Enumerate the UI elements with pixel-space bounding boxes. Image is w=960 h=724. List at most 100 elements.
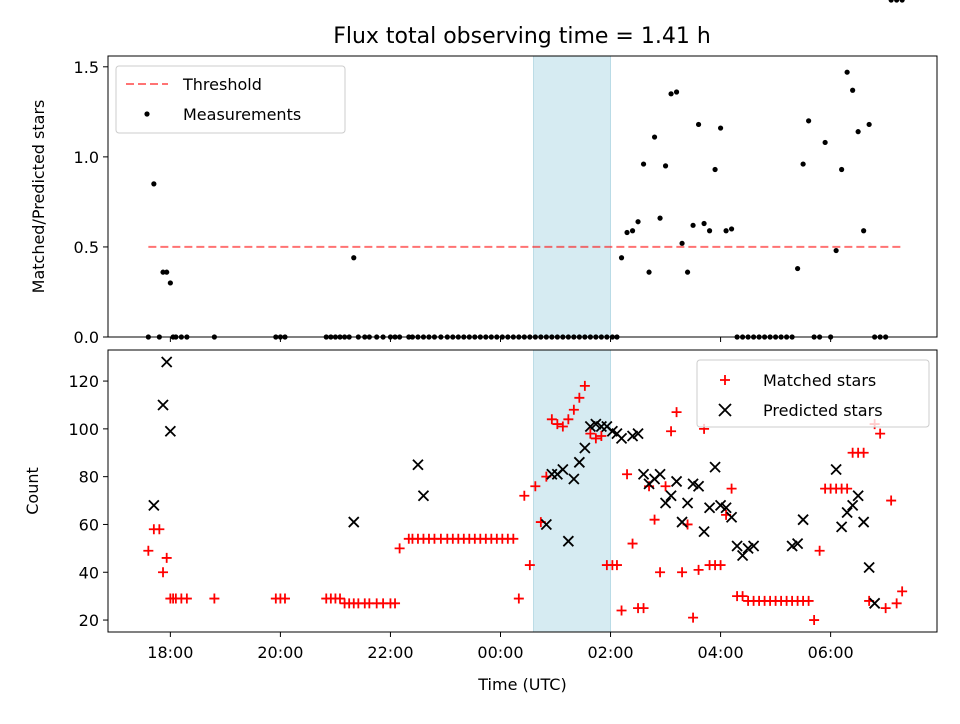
predicted-star-point [830,463,842,476]
predicted-star-point [725,511,738,523]
measurement-point [888,0,894,3]
x-tick-label: 00:00 [477,643,523,662]
legend-measurements-label: Measurements [183,105,301,124]
predicted-star-point [835,521,848,533]
matched-star-point [508,533,519,544]
matched-star-point [737,591,748,602]
matched-star-point [161,552,172,563]
y-tick-label: 80 [79,468,99,487]
measurement-point [160,269,166,275]
predicted-star-point [659,497,672,509]
matched-star-point [897,586,908,597]
matched-star-point [886,495,897,506]
legend-measurements-swatch [144,111,150,117]
matched-star-point [803,595,814,606]
predicted-star-point [148,499,160,511]
matched-star-point [513,593,524,604]
matched-star-point [279,593,290,604]
y-tick-label: 40 [79,563,99,582]
observing-span-bottom [533,349,611,633]
matched-star-point [858,447,869,458]
x-axis: 18:00 20:00 22:00 00:00 02:00 04:00 06:00 Time … [147,632,854,694]
matched-star-point [394,543,405,554]
predicted-star-point [579,442,591,454]
measurement-point [833,247,839,254]
matched-star-point [611,560,622,571]
matched-star-point [660,481,671,492]
legend-matched-label: Matched stars [763,371,876,390]
matched-star-point [677,567,688,578]
predicted-star-point [562,535,574,547]
y-tick-label: 100 [68,420,99,439]
matched-star-point [546,414,557,425]
measurement-point [164,269,170,275]
matched-star-point [335,593,346,604]
measurement-point [806,118,812,124]
x-tick-label: 04:00 [698,643,744,662]
matched-star-point [638,603,649,614]
predicted-star-point [846,499,859,511]
matched-star-point [688,612,699,623]
x-tick-label: 18:00 [147,643,193,662]
matched-star-point [557,421,568,432]
predicted-star-point [676,516,688,528]
observing-span-top [533,55,611,338]
measurement-point [690,222,696,228]
matched-star-point [627,538,638,549]
matched-star-point [726,483,737,494]
x-tick-label: 02:00 [587,643,633,662]
predicted-star-point [858,516,870,528]
matched-star-point [880,603,891,614]
matched-star-point [616,605,627,616]
matched-star-point [596,431,607,442]
matched-star-point [181,593,192,604]
predicted-star-point [698,525,710,538]
y-tick-label: 1.0 [74,148,99,167]
predicted-star-point [412,459,424,471]
matched-star-point [530,481,541,492]
legend-matched-swatch [720,375,730,385]
measurement-point [167,280,173,286]
x-tick-label: 22:00 [367,643,413,662]
predicted-star-point [568,473,580,485]
y-tick-label: 120 [68,372,99,391]
predicted-star-point [637,468,650,480]
predicted-star-point [731,540,743,552]
measurement-point [712,166,718,173]
matched-star-point [649,514,660,525]
legend-frame [696,359,930,428]
matched-star-point [809,615,820,626]
measurement-point [795,265,801,272]
predicted-star-point [747,540,760,552]
predicted-star-point [791,537,804,550]
measurement-point [855,129,861,135]
predicted-star-point [157,399,169,411]
predicted-star-point [670,475,683,488]
y-axis-label: Matched/Predicted stars [29,100,48,294]
matched-star-point [814,545,825,556]
measurement-point [695,121,702,128]
measurement-point [684,269,691,275]
matched-star-point [875,428,886,439]
legend-bottom: Matched stars Predicted stars [696,359,930,428]
measurement-point [839,166,845,173]
measurement-point [673,89,680,95]
predicted-star-point [797,514,809,526]
measurement-point [723,228,729,234]
matched-star-point [842,483,853,494]
measurement-point [844,69,850,75]
matched-star-point [524,560,535,571]
predicted-star-point [540,518,552,531]
legend-top: Threshold Measurements [115,65,346,134]
matched-star-point [622,469,633,480]
y-tick-label: 60 [79,515,99,534]
measurement-point [668,91,674,97]
predicted-star-point [164,425,176,437]
chart-title: Flux total observing time = 1.41 h [333,24,711,49]
predicted-star-point [632,428,644,440]
x-tick-label: 20:00 [257,643,303,662]
measurement-point [717,125,724,131]
measurement-point [899,0,905,3]
bottom-panel: 20 40 60 80 100 120 Count Matched stars Predicte… [23,349,938,633]
